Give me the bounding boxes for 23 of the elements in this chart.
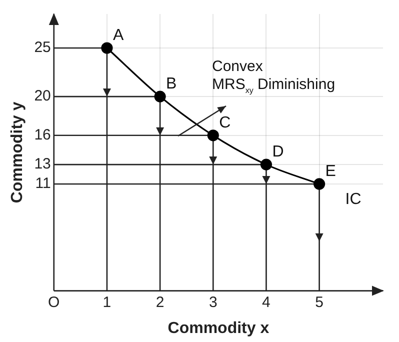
x-tick-label: O: [48, 294, 60, 311]
x-tick-label: 2: [156, 294, 164, 311]
x-axis-title: Commodity x: [168, 320, 270, 337]
y-tick-label: 25: [34, 39, 51, 56]
x-tick-label: 1: [102, 294, 112, 311]
annotation: B: [166, 76, 177, 93]
y-tick-label: 13: [34, 156, 51, 173]
y-tick-label: 16: [34, 126, 51, 144]
x-tick-label: 4: [262, 294, 270, 311]
y-tick-label: 11: [35, 175, 51, 192]
annotation: D: [272, 144, 284, 161]
y-tick-label: 20: [34, 88, 51, 105]
annotation: C: [219, 114, 231, 132]
point: [260, 158, 272, 170]
annotation: A: [112, 26, 124, 44]
annotation: MRS$_{xy}$ Diminishing: [212, 76, 336, 95]
y-axis-title: Commodity y: [9, 102, 26, 204]
series-label: IC: [345, 190, 362, 208]
point: [207, 130, 219, 142]
x-tick-label: 3: [208, 294, 218, 311]
annotation: E: [325, 162, 336, 180]
x-tick-label: 5: [315, 294, 324, 311]
annotation: Convex: [212, 58, 263, 75]
